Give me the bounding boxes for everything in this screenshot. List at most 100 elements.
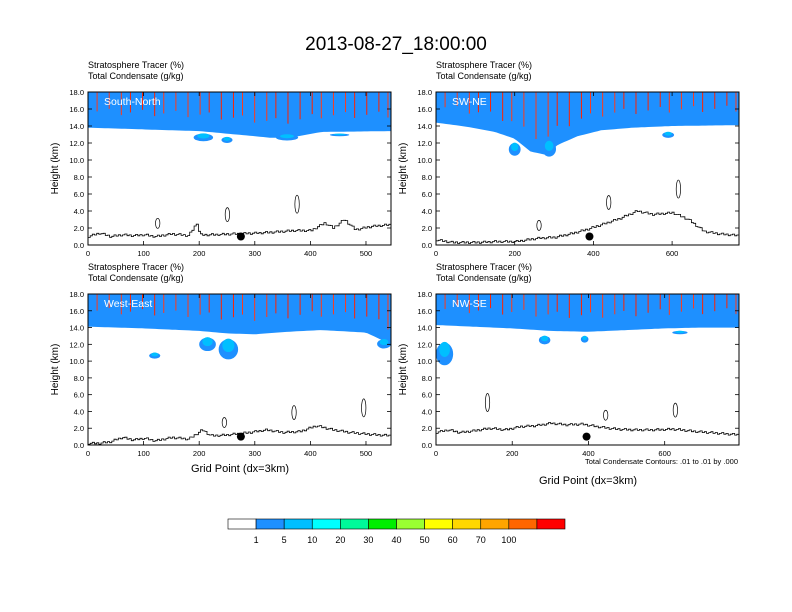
- terrain-line: [436, 422, 740, 436]
- contour-note: Total Condensate Contours: .01 to .01 by…: [585, 457, 738, 466]
- y-tick-label: 16.0: [417, 105, 432, 114]
- colorbar-swatch: [368, 518, 397, 530]
- panel-heading-tracer: Stratosphere Tracer (%): [88, 60, 184, 70]
- tracer-patch-inner: [379, 338, 389, 346]
- y-tick-label: 2.0: [74, 424, 84, 433]
- x-tick-label: 300: [249, 249, 262, 258]
- y-axis-label: Height (km): [50, 344, 61, 396]
- site-marker: [582, 432, 591, 441]
- colorbar-swatch: [396, 518, 425, 530]
- tracer-patch-inner: [333, 133, 346, 136]
- colorbar-swatch: [227, 518, 257, 530]
- colorbar-label: 30: [363, 535, 373, 545]
- condensate-contour: [291, 405, 297, 420]
- y-tick-label: 14.0: [69, 324, 84, 333]
- colorbar-swatch: [255, 518, 285, 530]
- condensate-contour: [224, 207, 230, 222]
- colorbar: 1 5 10 20 30 40 50 60 70 100: [227, 518, 566, 545]
- panel-heading-condensate: Total Condensate (g/kg): [436, 273, 532, 283]
- y-tick-label: 4.0: [74, 207, 84, 216]
- condensate-contour: [536, 220, 542, 231]
- colorbar-label: 40: [391, 535, 401, 545]
- y-tick-label: 4.0: [422, 207, 432, 216]
- site-marker: [236, 232, 245, 241]
- y-tick-label: 10.0: [417, 357, 432, 366]
- terrain-line: [436, 210, 740, 244]
- y-tick-label: 18.0: [69, 88, 84, 97]
- panel-west-east: Stratosphere Tracer (%)Total Condensate …: [50, 262, 392, 458]
- y-tick-label: 0.0: [422, 241, 432, 250]
- figure-title: 2013-08-27_18:00:00: [305, 34, 487, 55]
- colorbar-swatch: [340, 518, 369, 530]
- y-tick-label: 2.0: [422, 224, 432, 233]
- panel-heading-condensate: Total Condensate (g/kg): [436, 71, 532, 81]
- y-tick-label: 18.0: [417, 290, 432, 299]
- y-tick-label: 8.0: [74, 374, 84, 383]
- y-tick-label: 6.0: [422, 391, 432, 400]
- x-tick-label: 0: [86, 249, 90, 258]
- y-tick-label: 10.0: [417, 156, 432, 165]
- y-tick-label: 6.0: [74, 190, 84, 199]
- tracer-patch-inner: [541, 335, 549, 342]
- y-tick-label: 10.0: [69, 156, 84, 165]
- site-marker: [236, 432, 245, 441]
- condensate-contour: [221, 417, 227, 428]
- x-tick-label: 300: [249, 449, 262, 458]
- y-tick-label: 14.0: [417, 324, 432, 333]
- colorbar-label: 20: [335, 535, 345, 545]
- tracer-patch-inner: [675, 330, 685, 334]
- x-tick-label: 400: [304, 249, 317, 258]
- y-tick-label: 18.0: [417, 88, 432, 97]
- tracer-patch-inner: [511, 142, 519, 152]
- y-tick-label: 12.0: [69, 340, 84, 349]
- x-tick-label: 400: [304, 449, 317, 458]
- panel-south-north: Stratosphere Tracer (%)Total Condensate …: [50, 60, 392, 258]
- y-tick-label: 6.0: [74, 391, 84, 400]
- plot-frame: [435, 293, 740, 446]
- y-tick-label: 2.0: [74, 224, 84, 233]
- x-axis-label-right: Grid Point (dx=3km): [539, 475, 637, 487]
- y-tick-label: 14.0: [69, 122, 84, 131]
- x-tick-label: 200: [506, 449, 519, 458]
- condensate-contour: [672, 402, 678, 418]
- x-tick-label: 200: [193, 449, 206, 458]
- x-tick-label: 400: [587, 249, 600, 258]
- y-tick-label: 16.0: [69, 307, 84, 316]
- y-tick-label: 18.0: [69, 290, 84, 299]
- y-tick-label: 12.0: [417, 139, 432, 148]
- panel-heading-condensate: Total Condensate (g/kg): [88, 273, 184, 283]
- colorbar-label: 10: [307, 535, 317, 545]
- y-tick-label: 0.0: [74, 441, 84, 450]
- y-tick-label: 8.0: [74, 173, 84, 182]
- y-tick-label: 2.0: [422, 424, 432, 433]
- tracer-patch-inner: [439, 341, 450, 358]
- y-tick-label: 0.0: [422, 441, 432, 450]
- panel-heading-condensate: Total Condensate (g/kg): [88, 71, 184, 81]
- plot-frame: [435, 91, 740, 246]
- panel-title: South-North: [104, 96, 161, 108]
- colorbar-swatch: [283, 518, 313, 530]
- colorbar-label: 5: [282, 535, 287, 545]
- y-tick-label: 4.0: [422, 407, 432, 416]
- panel-title: SW-NE: [452, 96, 487, 108]
- y-axis-label: Height (km): [398, 143, 409, 195]
- colorbar-swatch: [424, 518, 453, 530]
- plot-frame: [87, 91, 392, 246]
- colorbar-label: 100: [501, 535, 516, 545]
- tracer-patch-inner: [197, 133, 210, 139]
- y-tick-label: 14.0: [417, 122, 432, 131]
- y-tick-label: 12.0: [69, 139, 84, 148]
- x-tick-label: 100: [137, 449, 150, 458]
- y-tick-label: 16.0: [417, 307, 432, 316]
- x-axis-label-left: Grid Point (dx=3km): [191, 463, 289, 475]
- condensate-contour: [294, 194, 300, 214]
- tracer-patch-inner: [202, 337, 213, 347]
- x-tick-label: 0: [434, 449, 438, 458]
- condensate-contour: [606, 195, 612, 210]
- tracer-patch-inner: [544, 140, 554, 151]
- condensate-contour: [155, 217, 161, 229]
- y-tick-label: 4.0: [74, 407, 84, 416]
- tracer-patch-inner: [151, 352, 159, 357]
- panel-heading-tracer: Stratosphere Tracer (%): [436, 60, 532, 70]
